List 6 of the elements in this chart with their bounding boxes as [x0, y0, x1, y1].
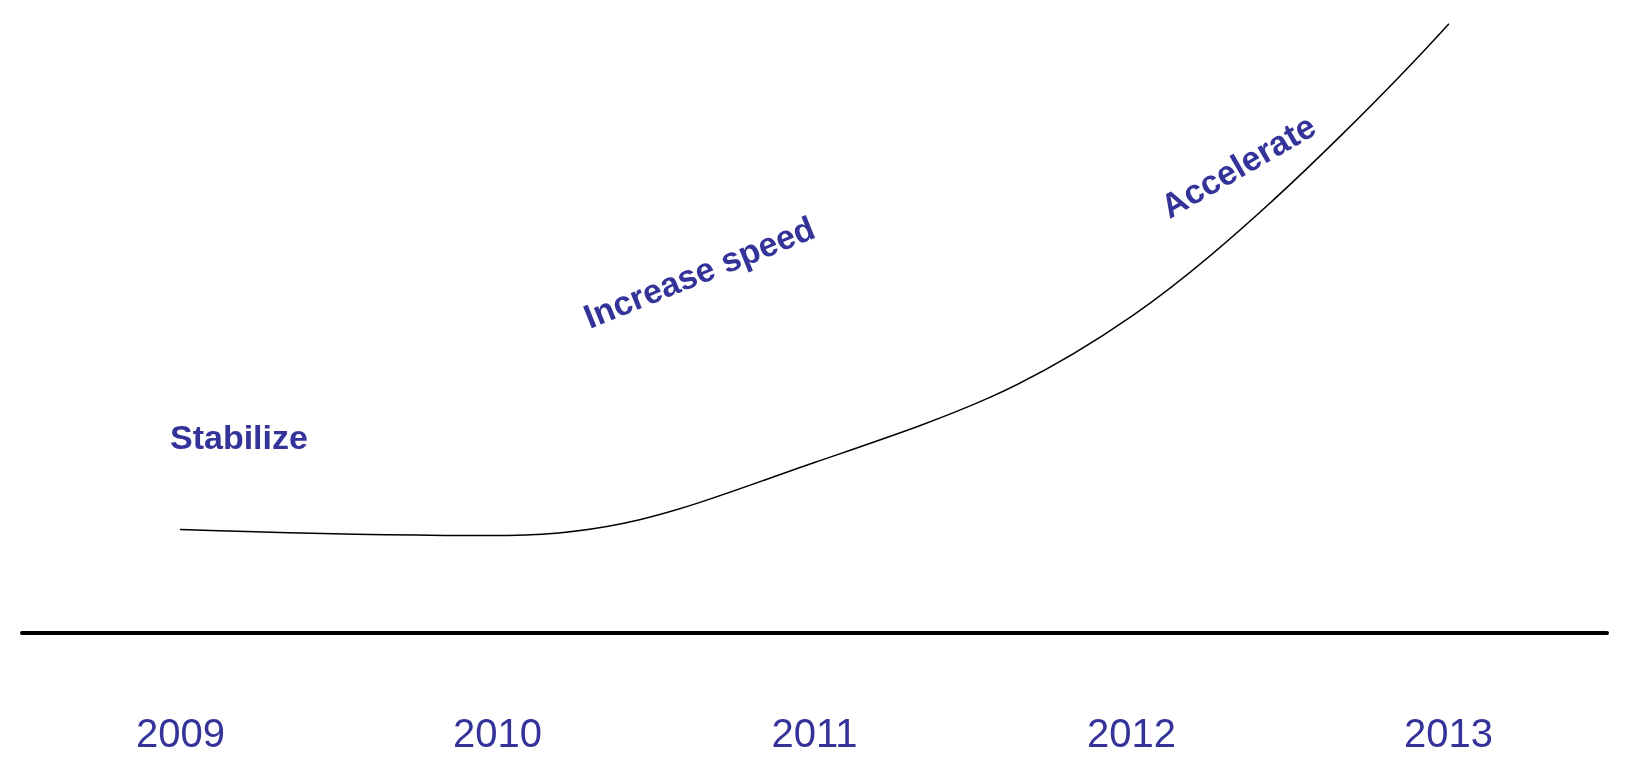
x-tick-label: 2012 — [1087, 711, 1176, 755]
x-tick-label: 2009 — [136, 711, 225, 755]
annotation: Stabilize — [170, 418, 308, 456]
x-tick-label: 2010 — [453, 711, 542, 755]
x-tick-label: 2013 — [1404, 711, 1493, 755]
x-tick-label: 2011 — [771, 711, 858, 755]
